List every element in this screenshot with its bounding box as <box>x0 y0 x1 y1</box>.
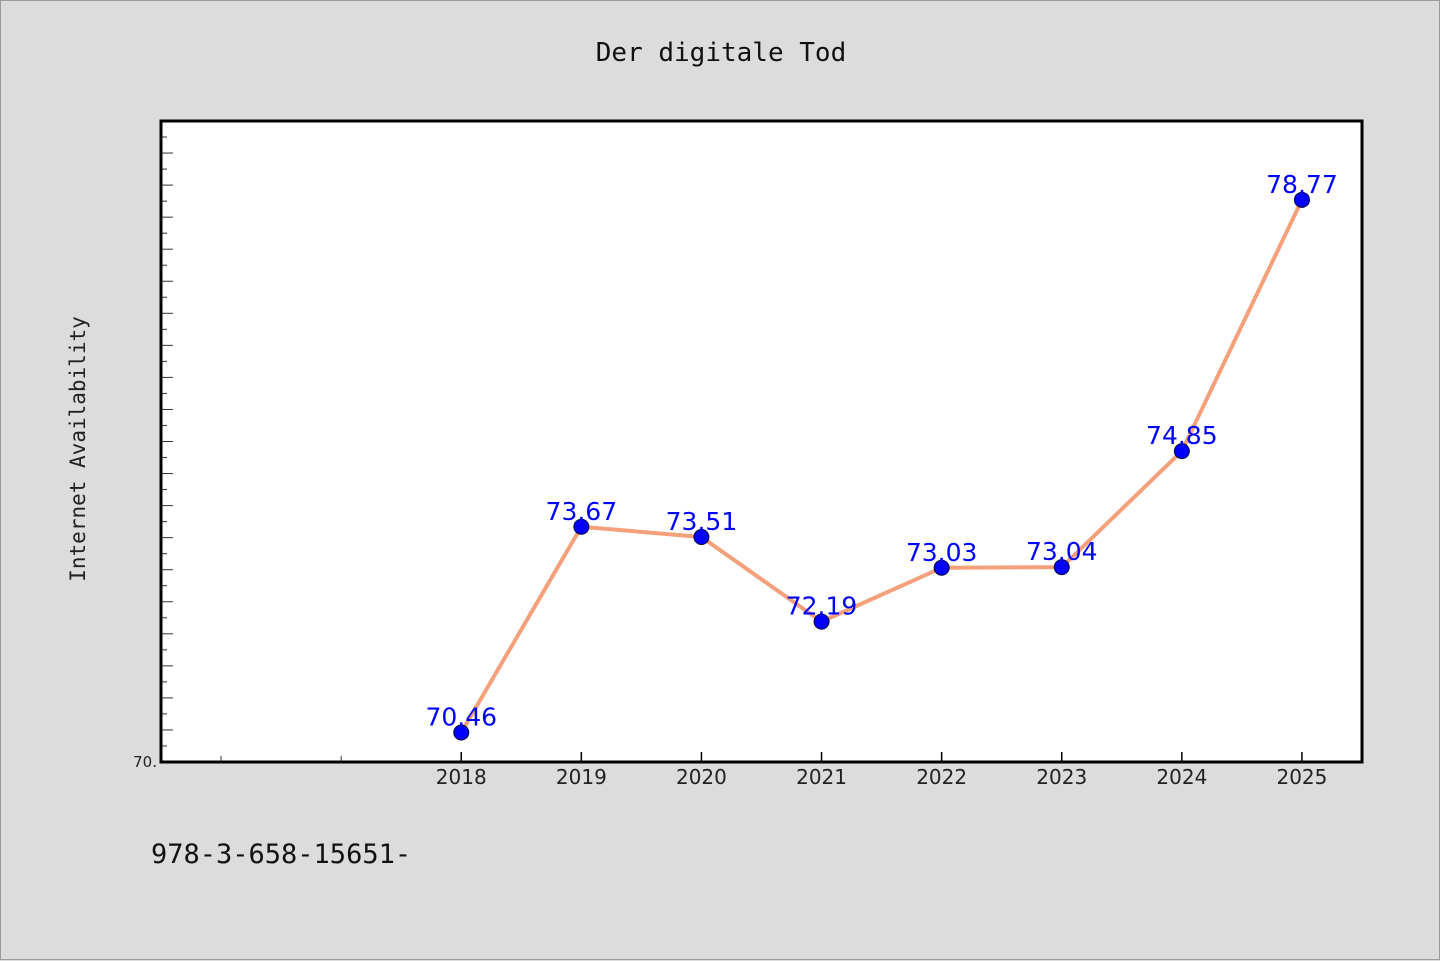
x-tick-label: 2025 <box>1276 765 1327 789</box>
footnote: 978-3-658-15651- <box>151 839 411 870</box>
data-point <box>693 529 710 546</box>
plot-area <box>161 121 1362 762</box>
y-min-tick-label: 70. <box>133 753 157 771</box>
x-tick-label: 2023 <box>1036 765 1087 789</box>
x-axis-ticks: 2018 2019 2020 2021 2022 2023 2024 2025 <box>220 752 1327 789</box>
data-point <box>813 613 830 630</box>
data-point <box>573 518 590 535</box>
x-tick-label: 2024 <box>1156 765 1207 789</box>
data-label: 70.46 <box>425 703 497 732</box>
data-label: 73.03 <box>906 538 978 567</box>
data-label: 73.51 <box>666 507 738 536</box>
x-tick-label: 2022 <box>916 765 967 789</box>
x-tick-label: 2018 <box>436 765 487 789</box>
x-tick-label: 2019 <box>556 765 607 789</box>
series-layer: 70.46 73.67 73.51 72.19 73.03 73.04 74.85 78.77 <box>425 170 1338 741</box>
y-axis-label: Internet Availability <box>66 316 90 582</box>
data-label: 73.67 <box>546 497 618 526</box>
chart-title: Der digitale Tod <box>596 38 846 68</box>
x-tick-label: 2021 <box>796 765 847 789</box>
data-label: 73.04 <box>1026 537 1098 566</box>
data-point <box>453 724 470 741</box>
data-point <box>1053 559 1070 576</box>
data-point <box>1173 443 1190 460</box>
x-tick-label: 2020 <box>676 765 727 789</box>
data-point <box>933 559 950 576</box>
data-label: 74.85 <box>1146 421 1218 450</box>
data-label: 78.77 <box>1266 170 1338 199</box>
plot-frame <box>159 119 1364 764</box>
series-line <box>459 197 1304 735</box>
data-label: 72.19 <box>786 592 858 621</box>
y-axis-ticks <box>161 120 173 763</box>
data-point <box>1293 191 1310 208</box>
